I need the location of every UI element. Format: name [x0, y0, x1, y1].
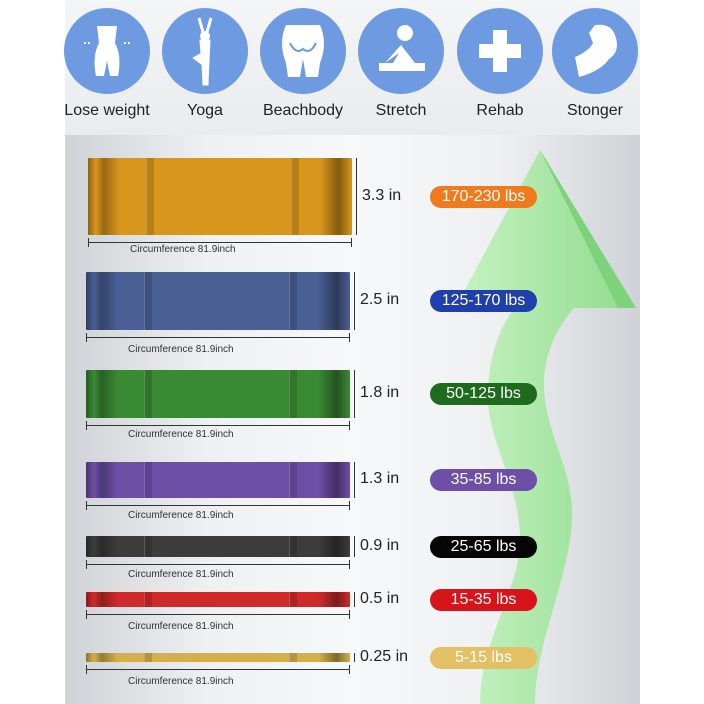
waist-badge: [64, 8, 150, 94]
resistance-badge: 170-230 lbs: [430, 185, 537, 208]
band-seam: [144, 653, 153, 662]
circumference-dimension-line: [86, 610, 350, 619]
band-seam: [146, 158, 155, 235]
resistance-badge: 25-65 lbs: [430, 535, 537, 558]
medical-cross-badge: [457, 8, 543, 94]
band-seam: [289, 536, 298, 557]
height-dimension-line: [354, 370, 355, 418]
circumference-label: Circumference 81.9inch: [130, 244, 236, 255]
use-label: Yoga: [187, 102, 223, 119]
band-width-label: 0.25 in: [360, 647, 409, 665]
band-seam: [289, 462, 298, 498]
height-dimension-line: [354, 592, 355, 607]
band-seam: [144, 536, 153, 557]
height-dimension-line: [354, 272, 355, 330]
band-width-label: 0.9 in: [360, 536, 400, 554]
flexed-arm-icon: [565, 21, 625, 81]
yoga-pose-badge: [162, 8, 248, 94]
glutes-badge: [260, 8, 346, 94]
resistance-band: [86, 462, 350, 498]
band-seam: [289, 272, 298, 330]
waist-icon: [82, 21, 132, 81]
band-width-label: 1.3 in: [360, 470, 400, 487]
band-seam: [144, 592, 153, 607]
band-width-label: 0.5 in: [360, 589, 400, 607]
medical-cross-icon: [475, 26, 525, 76]
band-width-label: 2.5 in: [360, 291, 400, 308]
circumference-label: Circumference 81.9inch: [128, 344, 234, 355]
height-dimension-line: [354, 653, 355, 662]
use-label: Stonger: [566, 102, 624, 119]
height-dimension-line: [354, 462, 355, 498]
resistance-badge: 15-35 lbs: [430, 588, 537, 611]
band-seam: [144, 462, 153, 498]
use-label: Stretch: [375, 102, 427, 119]
resistance-badge: 50-125 lbs: [430, 383, 537, 405]
flexed-arm-badge: [552, 8, 638, 94]
resistance-badge: 35-85 lbs: [430, 469, 537, 491]
resistance-band: [86, 536, 350, 557]
resistance-band: [88, 158, 352, 235]
circumference-dimension-line: [86, 333, 350, 342]
circumference-dimension-line: [86, 421, 350, 430]
height-dimension-line: [354, 536, 355, 557]
band-seam: [144, 370, 153, 418]
use-label: Rehab: [476, 102, 524, 119]
resistance-band: [86, 370, 350, 418]
resistance-badge: 125-170 lbs: [430, 290, 537, 312]
circumference-label: Circumference 81.9inch: [128, 510, 234, 521]
use-label: Beachbody: [262, 102, 344, 119]
yoga-pose-icon: [185, 16, 225, 86]
circumference-label: Circumference 81.9inch: [128, 676, 234, 687]
resistance-band: [86, 592, 350, 607]
height-dimension-line: [356, 158, 357, 235]
band-seam: [291, 158, 300, 235]
band-width-label: 1.8 in: [360, 384, 400, 401]
band-width-label: 3.3 in: [362, 186, 402, 204]
resistance-band: [86, 272, 350, 330]
circumference-dimension-line: [86, 560, 350, 569]
resistance-band: [86, 653, 350, 662]
circumference-label: Circumference 81.9inch: [128, 621, 234, 632]
circumference-label: Circumference 81.9inch: [128, 429, 234, 440]
band-seam: [289, 592, 298, 607]
glutes-icon: [278, 23, 328, 79]
band-seam: [144, 272, 153, 330]
band-seam: [289, 653, 298, 662]
stretch-pose-badge: [358, 8, 444, 94]
circumference-label: Circumference 81.9inch: [128, 569, 234, 580]
circumference-dimension-line: [88, 238, 352, 247]
uses-strip: [65, 0, 640, 135]
circumference-dimension-line: [86, 665, 350, 674]
band-seam: [289, 370, 298, 418]
circumference-dimension-line: [86, 501, 350, 510]
use-label: Lose weight: [64, 102, 150, 119]
resistance-badge: 5-15 lbs: [430, 646, 537, 669]
stretch-pose-icon: [371, 23, 431, 79]
